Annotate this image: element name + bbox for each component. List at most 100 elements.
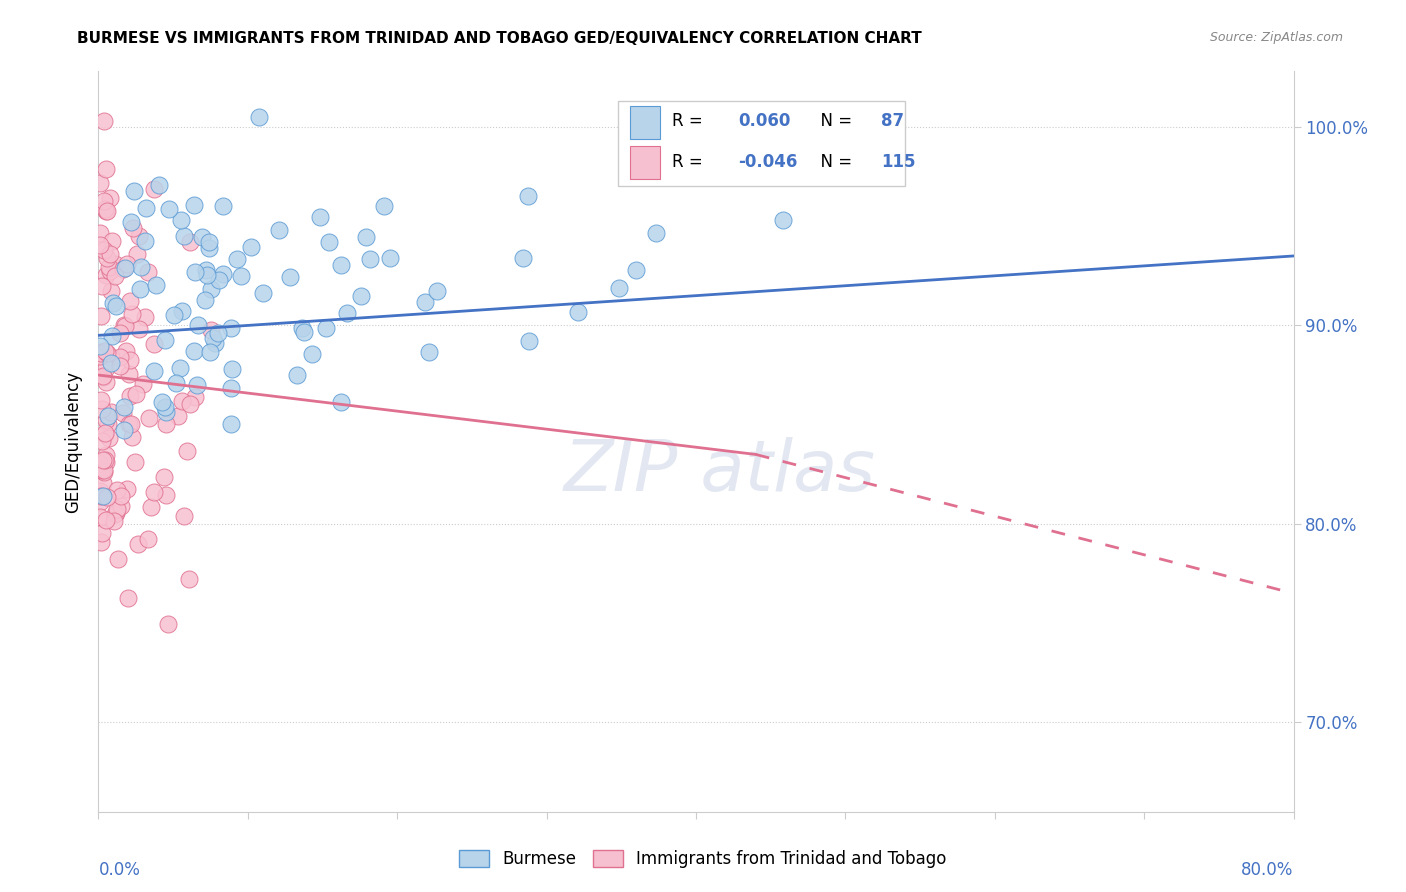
Point: [96, 490, 118, 504]
Point: [98, 260, 121, 274]
Point: [350, 289, 373, 303]
Point: [291, 321, 314, 335]
Point: [94, 413, 117, 427]
Point: [91, 526, 114, 541]
Point: [194, 293, 217, 307]
Text: BURMESE VS IMMIGRANTS FROM TRINIDAD AND TOBAGO GED/EQUIVALENCY CORRELATION CHART: BURMESE VS IMMIGRANTS FROM TRINIDAD AND …: [77, 31, 922, 46]
Text: 80.0%: 80.0%: [1241, 862, 1294, 880]
Point: [155, 417, 177, 431]
Point: [98, 191, 121, 205]
Point: [380, 251, 402, 265]
Point: [143, 337, 166, 351]
Point: [134, 234, 156, 248]
Point: [118, 417, 141, 431]
Point: [124, 455, 146, 469]
Point: [105, 483, 128, 497]
Text: N =: N =: [810, 112, 856, 129]
Point: [93, 463, 115, 477]
Point: [688, 125, 710, 139]
Point: [91, 401, 114, 416]
Point: [115, 482, 138, 496]
Point: [198, 345, 221, 359]
Point: [110, 359, 132, 373]
Point: [211, 267, 233, 281]
Point: [94, 453, 117, 467]
Point: [91, 368, 114, 383]
Point: [200, 323, 222, 337]
Point: [117, 591, 139, 605]
Point: [772, 213, 794, 227]
Y-axis label: GED/Equivalency: GED/Equivalency: [65, 370, 83, 513]
Point: [91, 476, 114, 491]
Point: [89, 457, 111, 471]
Point: [645, 226, 668, 240]
Point: [207, 326, 229, 340]
Point: [108, 326, 131, 340]
Point: [94, 427, 117, 442]
Point: [142, 182, 165, 196]
Point: [90, 346, 112, 360]
Point: [89, 483, 111, 498]
Text: ZIP atlas: ZIP atlas: [564, 437, 876, 506]
Text: R =: R =: [672, 153, 709, 171]
Point: [517, 189, 540, 203]
Point: [169, 361, 191, 376]
FancyBboxPatch shape: [630, 146, 661, 179]
Point: [104, 507, 127, 521]
Point: [131, 260, 153, 274]
Point: [219, 381, 242, 395]
Point: [93, 114, 115, 128]
Point: [172, 394, 194, 409]
Point: [124, 386, 146, 401]
Point: [354, 230, 377, 244]
Point: [329, 259, 352, 273]
Point: [89, 349, 111, 363]
Point: [138, 265, 160, 279]
Point: [122, 184, 145, 198]
Point: [135, 201, 157, 215]
Point: [280, 269, 302, 284]
Point: [94, 202, 117, 216]
Point: [89, 495, 111, 509]
Point: [330, 395, 353, 409]
Text: N =: N =: [810, 153, 856, 171]
Point: [91, 452, 114, 467]
Point: [120, 352, 142, 367]
Point: [115, 343, 138, 358]
Point: [97, 417, 120, 431]
Point: [93, 343, 115, 358]
Point: [170, 304, 193, 318]
Point: [163, 308, 186, 322]
Point: [152, 394, 174, 409]
Point: [93, 194, 115, 208]
Point: [221, 362, 243, 376]
Point: [112, 400, 135, 414]
Text: 87: 87: [882, 112, 904, 129]
Point: [315, 320, 337, 334]
Point: [219, 417, 242, 431]
Point: [89, 345, 111, 359]
Point: [121, 221, 143, 235]
Point: [93, 465, 115, 479]
FancyBboxPatch shape: [619, 101, 905, 186]
Point: [301, 347, 323, 361]
Point: [118, 293, 141, 308]
Point: [212, 199, 235, 213]
Point: [91, 278, 114, 293]
Point: [112, 318, 135, 333]
Point: [336, 306, 359, 320]
Point: [512, 251, 534, 265]
Point: [195, 268, 218, 282]
Point: [176, 444, 198, 458]
Point: [138, 410, 160, 425]
Point: [96, 455, 118, 469]
Point: [120, 215, 142, 229]
Point: [101, 329, 124, 343]
Point: [112, 423, 135, 437]
Point: [93, 243, 115, 257]
Point: [148, 178, 170, 192]
Point: [96, 203, 118, 218]
Point: [219, 321, 242, 335]
Point: [202, 331, 225, 345]
Point: [91, 489, 114, 503]
